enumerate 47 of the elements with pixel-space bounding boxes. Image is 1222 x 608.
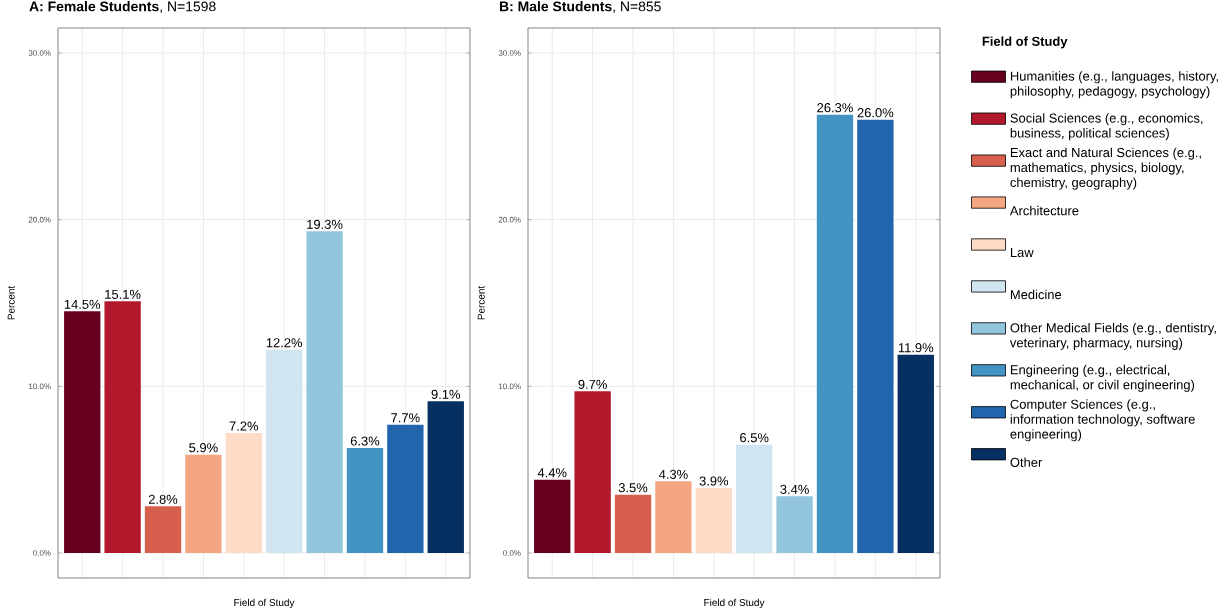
bar — [266, 349, 303, 553]
data-label: 3.5% — [618, 483, 648, 493]
legend-label: Other — [1010, 457, 1043, 467]
legend-label: Humanities (e.g., languages, history, philosophy, pedagogy, psychology) — [1010, 71, 1218, 99]
data-label: 6.3% — [350, 436, 380, 446]
legend-label: Exact and Natural Sciences (e.g., mathematics, physics, biology, chemistry, geography) — [1010, 147, 1201, 190]
legend-label: Engineering (e.g., electrical, mechanical, or civil engineering) — [1010, 364, 1195, 392]
legend-label: Computer Sciences (e.g., information technology, software engineering) — [1010, 399, 1195, 442]
y-axis-title: Percent — [477, 285, 485, 320]
x-axis-title: Field of Study — [234, 598, 295, 608]
bar — [306, 231, 343, 553]
data-label: 9.7% — [578, 379, 607, 389]
data-label: 3.9% — [699, 476, 729, 486]
bar — [144, 506, 182, 553]
data-label: 4.4% — [537, 468, 567, 478]
y-axis-title: Percent — [7, 285, 15, 320]
x-axis-title: Field of Study — [704, 598, 765, 608]
legend-label: Architecture — [1009, 205, 1079, 216]
bar — [427, 401, 464, 553]
data-label: 11.9% — [898, 343, 934, 353]
data-label: 7.7% — [391, 413, 420, 423]
legend-label: Other Medical Fields (e.g., dentistry, veterinary, pharmacy, nursing) — [1009, 322, 1216, 350]
bar — [225, 433, 262, 553]
legend-label: Law — [1010, 247, 1034, 258]
data-label: 12.2% — [266, 338, 303, 348]
data-label: 14.5% — [64, 299, 101, 309]
data-label: 4.3% — [658, 469, 688, 479]
bar — [387, 424, 424, 553]
legend-title: Field of Study — [982, 36, 1068, 49]
data-label: 9.1% — [431, 389, 461, 399]
data-label: 15.1% — [105, 289, 141, 299]
data-label: 7.2% — [229, 421, 259, 431]
bar — [346, 448, 384, 553]
chart-title: A: Female Students, N=1598 — [29, 1, 216, 13]
data-label: 6.5% — [740, 433, 769, 443]
data-label: 3.4% — [780, 484, 809, 494]
legend-label: Medicine — [1010, 289, 1062, 300]
bar — [64, 311, 101, 553]
data-label: 2.8% — [148, 494, 178, 504]
bar — [104, 301, 141, 553]
legend-label: Social Sciences (e.g., economics, business, political sciences) — [1010, 113, 1203, 141]
data-label: 26.0% — [857, 108, 894, 118]
data-label: 5.9% — [189, 443, 218, 453]
chart-title: B: Male Students, N=855 — [499, 1, 661, 13]
data-label: 19.3% — [307, 219, 343, 229]
data-label: 26.3% — [817, 103, 853, 113]
bar — [185, 454, 222, 553]
